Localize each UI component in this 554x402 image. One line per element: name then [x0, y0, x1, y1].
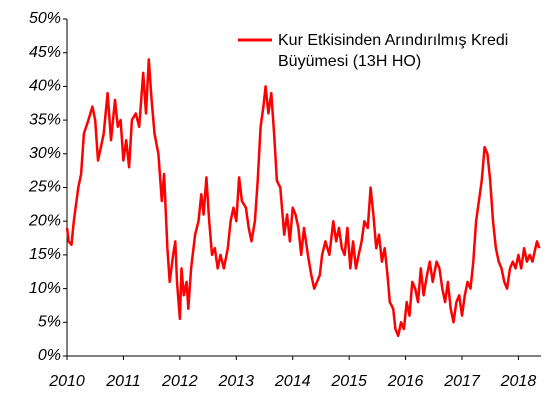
y-tick-label: 20% [28, 212, 61, 229]
y-tick-label: 5% [38, 314, 61, 331]
y-tick-label: 0% [38, 347, 61, 364]
y-tick-label: 40% [29, 78, 61, 95]
x-tick-label: 2016 [387, 373, 424, 390]
line-series [65, 58, 541, 338]
x-tick-label: 2013 [217, 373, 254, 390]
x-tick-label: 2011 [105, 373, 140, 390]
x-tick-label: 2012 [161, 373, 198, 390]
y-tick-label: 10% [29, 280, 61, 297]
x-tick-label: 2010 [48, 373, 85, 390]
y-tick-label: 45% [29, 44, 61, 61]
x-tick-label: 2014 [274, 373, 311, 390]
y-tick-label: 35% [29, 111, 61, 128]
y-tick-label: 50% [29, 10, 61, 27]
x-tick-label: 2017 [443, 373, 481, 390]
x-tick-label: 2018 [500, 373, 537, 390]
y-tick-label: 30% [29, 145, 61, 162]
y-tick-label: 25% [28, 179, 61, 196]
y-tick-label: 15% [29, 246, 61, 263]
legend-label: Kur Etkisinden Arındırılmış Kredi Büyüme… [278, 32, 509, 70]
x-tick-label: 2015 [330, 373, 367, 390]
